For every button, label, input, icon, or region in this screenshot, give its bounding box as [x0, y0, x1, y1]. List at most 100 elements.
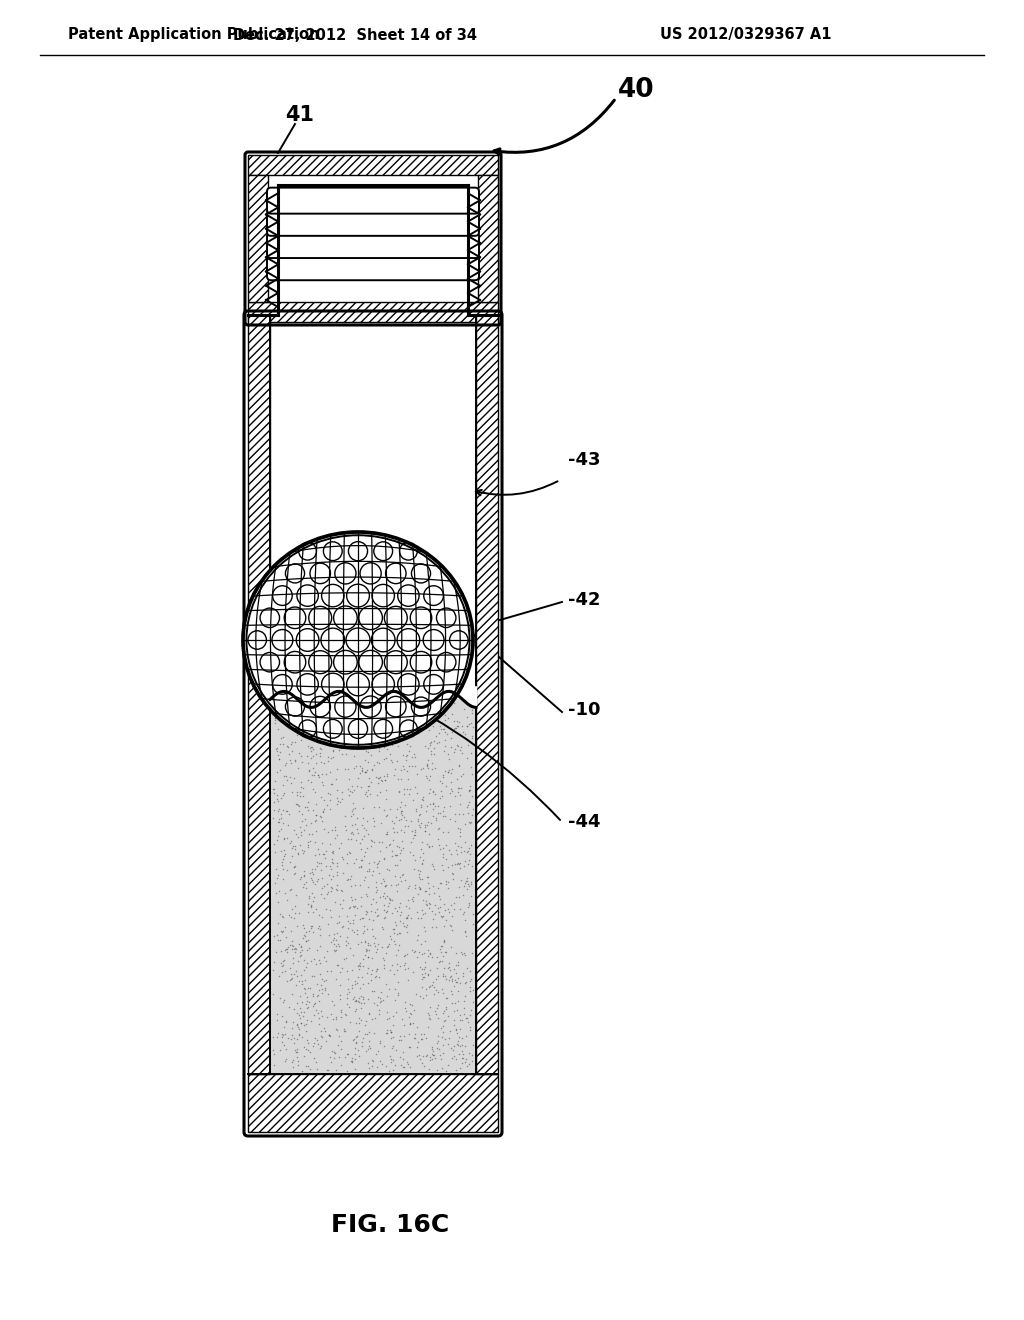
Point [309, 983, 326, 1005]
Point [276, 828, 293, 849]
Point [272, 841, 289, 862]
Circle shape [348, 541, 368, 561]
Point [346, 1048, 362, 1069]
Point [426, 903, 442, 924]
Point [383, 734, 399, 755]
Point [430, 828, 446, 849]
Point [366, 816, 382, 837]
Point [331, 741, 347, 762]
Point [306, 993, 323, 1014]
Point [391, 809, 408, 830]
Point [440, 840, 457, 861]
Point [351, 857, 368, 878]
Point [392, 842, 409, 863]
Point [291, 970, 307, 991]
Point [389, 953, 406, 974]
Point [348, 808, 365, 829]
Point [424, 917, 440, 939]
Point [359, 946, 376, 968]
Point [325, 878, 341, 899]
Point [351, 952, 368, 973]
Point [297, 808, 313, 829]
Point [268, 788, 285, 809]
Point [265, 960, 282, 981]
Point [422, 735, 438, 756]
Point [283, 907, 299, 928]
Point [390, 982, 407, 1003]
Point [449, 1023, 465, 1044]
Point [352, 896, 369, 917]
Point [329, 758, 345, 779]
Point [294, 840, 310, 861]
Point [420, 1003, 436, 1024]
Point [386, 813, 402, 834]
Point [371, 966, 387, 987]
Point [285, 946, 301, 968]
Point [346, 896, 362, 917]
Point [445, 1001, 462, 1022]
Point [361, 767, 378, 788]
Point [333, 999, 349, 1020]
Point [413, 1028, 429, 1049]
Point [323, 1003, 339, 1024]
Point [310, 843, 327, 865]
Point [268, 829, 285, 850]
Point [375, 989, 391, 1010]
Bar [478, 176, 498, 302]
Point [376, 847, 392, 869]
Point [374, 812, 390, 833]
Point [307, 805, 324, 826]
Point [385, 1026, 401, 1047]
Point [370, 939, 386, 960]
Point [329, 709, 345, 730]
Point [347, 1038, 364, 1059]
Point [420, 812, 436, 833]
Point [300, 997, 316, 1018]
Point [461, 713, 477, 734]
Text: 41: 41 [285, 106, 314, 125]
Point [389, 799, 406, 820]
Point [353, 855, 370, 876]
Point [352, 756, 369, 777]
Point [393, 1055, 410, 1076]
Point [388, 923, 404, 944]
Point [413, 693, 429, 714]
Point [445, 1045, 462, 1067]
Point [403, 755, 420, 776]
Point [459, 879, 475, 900]
Point [351, 987, 368, 1008]
Point [429, 1038, 445, 1059]
Point [351, 763, 368, 784]
Point [314, 982, 331, 1003]
Point [419, 754, 435, 775]
Point [286, 998, 302, 1019]
Point [353, 760, 370, 781]
Point [346, 715, 362, 737]
Point [341, 781, 357, 803]
Point [447, 1020, 464, 1041]
Point [411, 863, 427, 884]
Point [402, 1012, 419, 1034]
Point [408, 801, 424, 822]
Point [440, 1055, 457, 1076]
Point [330, 701, 346, 722]
Point [292, 781, 308, 803]
Point [338, 931, 354, 952]
Point [328, 1008, 344, 1030]
Point [283, 752, 299, 774]
Point [392, 956, 409, 977]
Circle shape [309, 606, 332, 630]
Point [351, 1020, 368, 1041]
Point [308, 809, 325, 830]
Point [377, 770, 393, 791]
Point [385, 1049, 401, 1071]
Point [354, 966, 371, 987]
Point [361, 1002, 378, 1023]
Point [432, 803, 449, 824]
Point [399, 1053, 416, 1074]
Point [284, 741, 300, 762]
Point [306, 994, 323, 1015]
Point [347, 973, 364, 994]
Point [267, 873, 284, 894]
Point [404, 845, 421, 866]
